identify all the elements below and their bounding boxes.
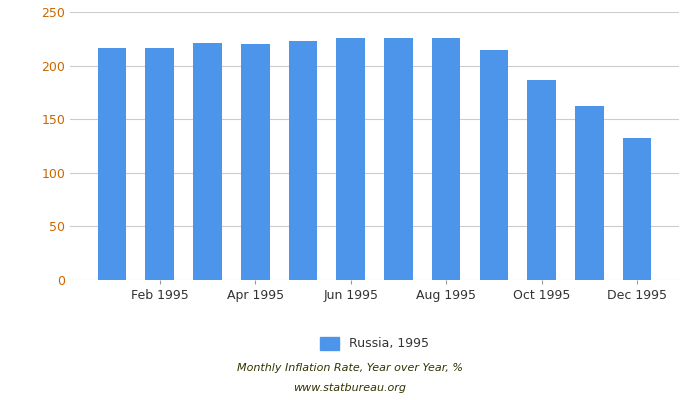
Bar [480,50,508,280]
Bar [432,38,461,280]
Bar [288,41,317,280]
Legend: Russia, 1995: Russia, 1995 [315,332,434,356]
Bar [623,138,651,280]
Bar [241,44,270,280]
Bar [336,38,365,280]
Text: www.statbureau.org: www.statbureau.org [293,383,407,393]
Bar [575,106,603,280]
Bar [384,38,413,280]
Bar [146,48,174,280]
Bar [193,43,222,280]
Text: Monthly Inflation Rate, Year over Year, %: Monthly Inflation Rate, Year over Year, … [237,363,463,373]
Bar [527,80,556,280]
Bar [98,48,126,280]
